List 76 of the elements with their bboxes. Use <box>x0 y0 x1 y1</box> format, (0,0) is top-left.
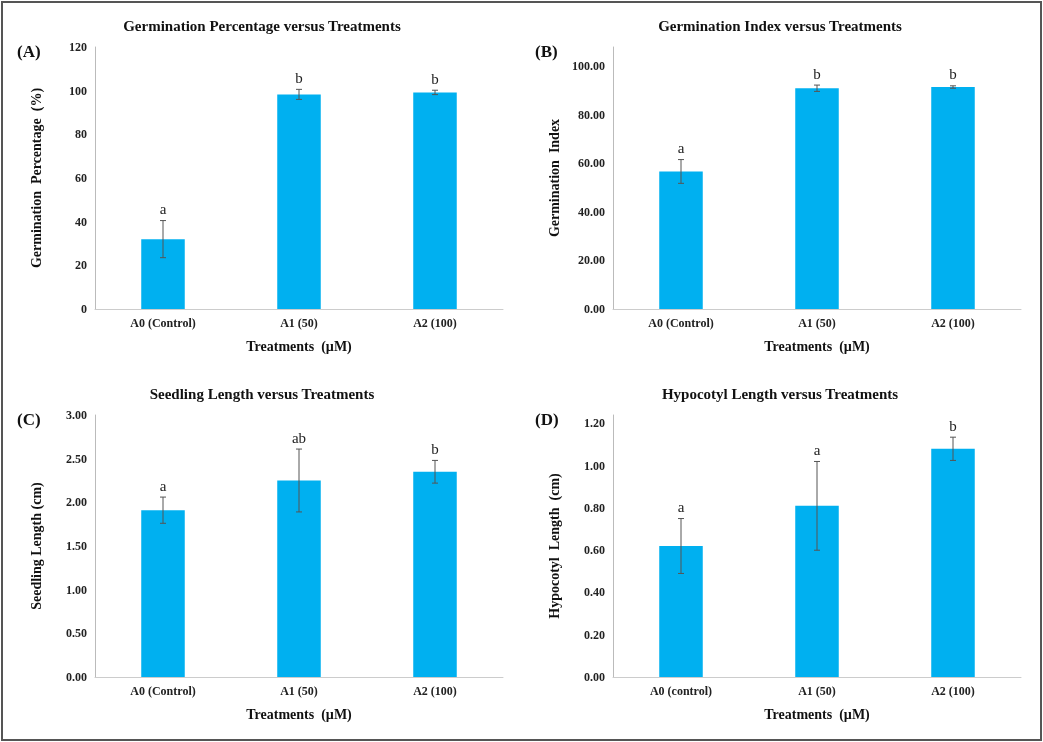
y-tick-label: 2.50 <box>66 451 87 466</box>
text: (A) <box>17 42 41 61</box>
x-axis-title: Treatments (µM) <box>764 706 871 723</box>
y-tick-label: 20 <box>75 258 87 273</box>
y-tick-label: 60.00 <box>578 156 605 171</box>
bar <box>413 92 457 309</box>
y-tick-label: 1.00 <box>584 458 605 473</box>
annotation: a <box>677 499 685 516</box>
y-tick-label: 0.20 <box>584 627 605 642</box>
y-tick-label: 0.80 <box>584 500 605 515</box>
x-tick-label: A1 (50) <box>798 316 836 330</box>
x-tick-label: A0 (Control) <box>130 684 196 698</box>
x-tick-label: A2 (100) <box>931 316 975 330</box>
y-tick-label: 0.50 <box>66 626 87 641</box>
x-tick-label: A2 (100) <box>413 684 457 698</box>
y-axis-title: Seedling Length (cm) <box>28 481 45 610</box>
bar <box>659 171 703 309</box>
bar <box>659 546 703 677</box>
x-tick-label: A1 (50) <box>280 316 318 330</box>
chart-title: Germination Percentage versus Treatments <box>123 17 401 34</box>
y-tick-label: 0.00 <box>584 302 605 316</box>
y-tick-label: 40.00 <box>578 204 605 219</box>
chart-title: Hypocotyl Length versus Treatments <box>661 385 899 402</box>
y-tick-label: 80 <box>75 127 87 142</box>
annotation: a <box>813 441 821 458</box>
annotation: ab <box>291 429 307 446</box>
text: (D) <box>535 410 559 429</box>
bar <box>931 448 975 677</box>
y-tick-label: 40 <box>75 214 87 229</box>
y-tick-label: 60 <box>75 171 87 185</box>
y-tick-label: 1.00 <box>66 582 87 597</box>
x-axis-title: Treatments (µM) <box>246 706 353 723</box>
bar <box>795 88 839 309</box>
y-axis-title: Germination Percentage (%) <box>28 87 45 269</box>
x-tick-label: A1 (50) <box>798 684 836 698</box>
y-axis-title: Hypocotyl Length (cm) <box>546 472 563 619</box>
x-tick-label: A0 (Control) <box>130 316 196 330</box>
y-tick-label: 100 <box>69 83 87 98</box>
annotation: b <box>949 66 957 83</box>
x-axis-title: Treatments (µM) <box>764 338 871 355</box>
y-tick-label: 0 <box>81 302 87 316</box>
x-axis-title: Treatments (µM) <box>246 338 353 355</box>
x-tick-label: A0 (Control) <box>648 316 714 330</box>
x-tick-label: A1 (50) <box>280 684 318 698</box>
y-tick-label: 20.00 <box>578 253 605 268</box>
annotation: a <box>159 477 167 494</box>
x-tick-label: A0 (control) <box>649 684 713 698</box>
y-tick-label: 100.00 <box>572 59 605 74</box>
text: (C) <box>17 410 41 429</box>
y-tick-label: 1.20 <box>584 416 605 431</box>
annotation: b <box>295 69 303 86</box>
y-tick-label: 3.00 <box>66 408 87 422</box>
text: (B) <box>535 42 558 61</box>
x-tick-label: A2 (100) <box>931 684 975 698</box>
y-tick-label: 0.60 <box>584 543 605 558</box>
y-tick-label: 0.00 <box>66 670 87 684</box>
bar <box>795 505 839 677</box>
y-tick-label: 1.50 <box>66 539 87 553</box>
y-axis-title: Germination Index <box>546 118 562 238</box>
annotation: a <box>677 140 685 157</box>
bar <box>277 94 321 309</box>
y-tick-label: 80.00 <box>578 107 605 122</box>
y-tick-label: 120 <box>69 40 87 54</box>
chart-title: Seedling Length versus Treatments <box>149 385 375 402</box>
y-tick-label: 0.00 <box>584 670 605 684</box>
annotation: a <box>159 201 167 218</box>
bar <box>141 239 185 309</box>
y-tick-label: 2.00 <box>66 495 87 510</box>
y-tick-label: 0.40 <box>584 585 605 600</box>
x-tick-label: A2 (100) <box>413 316 457 330</box>
annotation: b <box>949 417 957 434</box>
annotation: b <box>813 65 821 82</box>
annotation: b <box>431 440 439 457</box>
chart-title: Germination Index versus Treatments <box>658 17 903 34</box>
annotation: b <box>431 70 439 87</box>
bar <box>931 87 975 309</box>
